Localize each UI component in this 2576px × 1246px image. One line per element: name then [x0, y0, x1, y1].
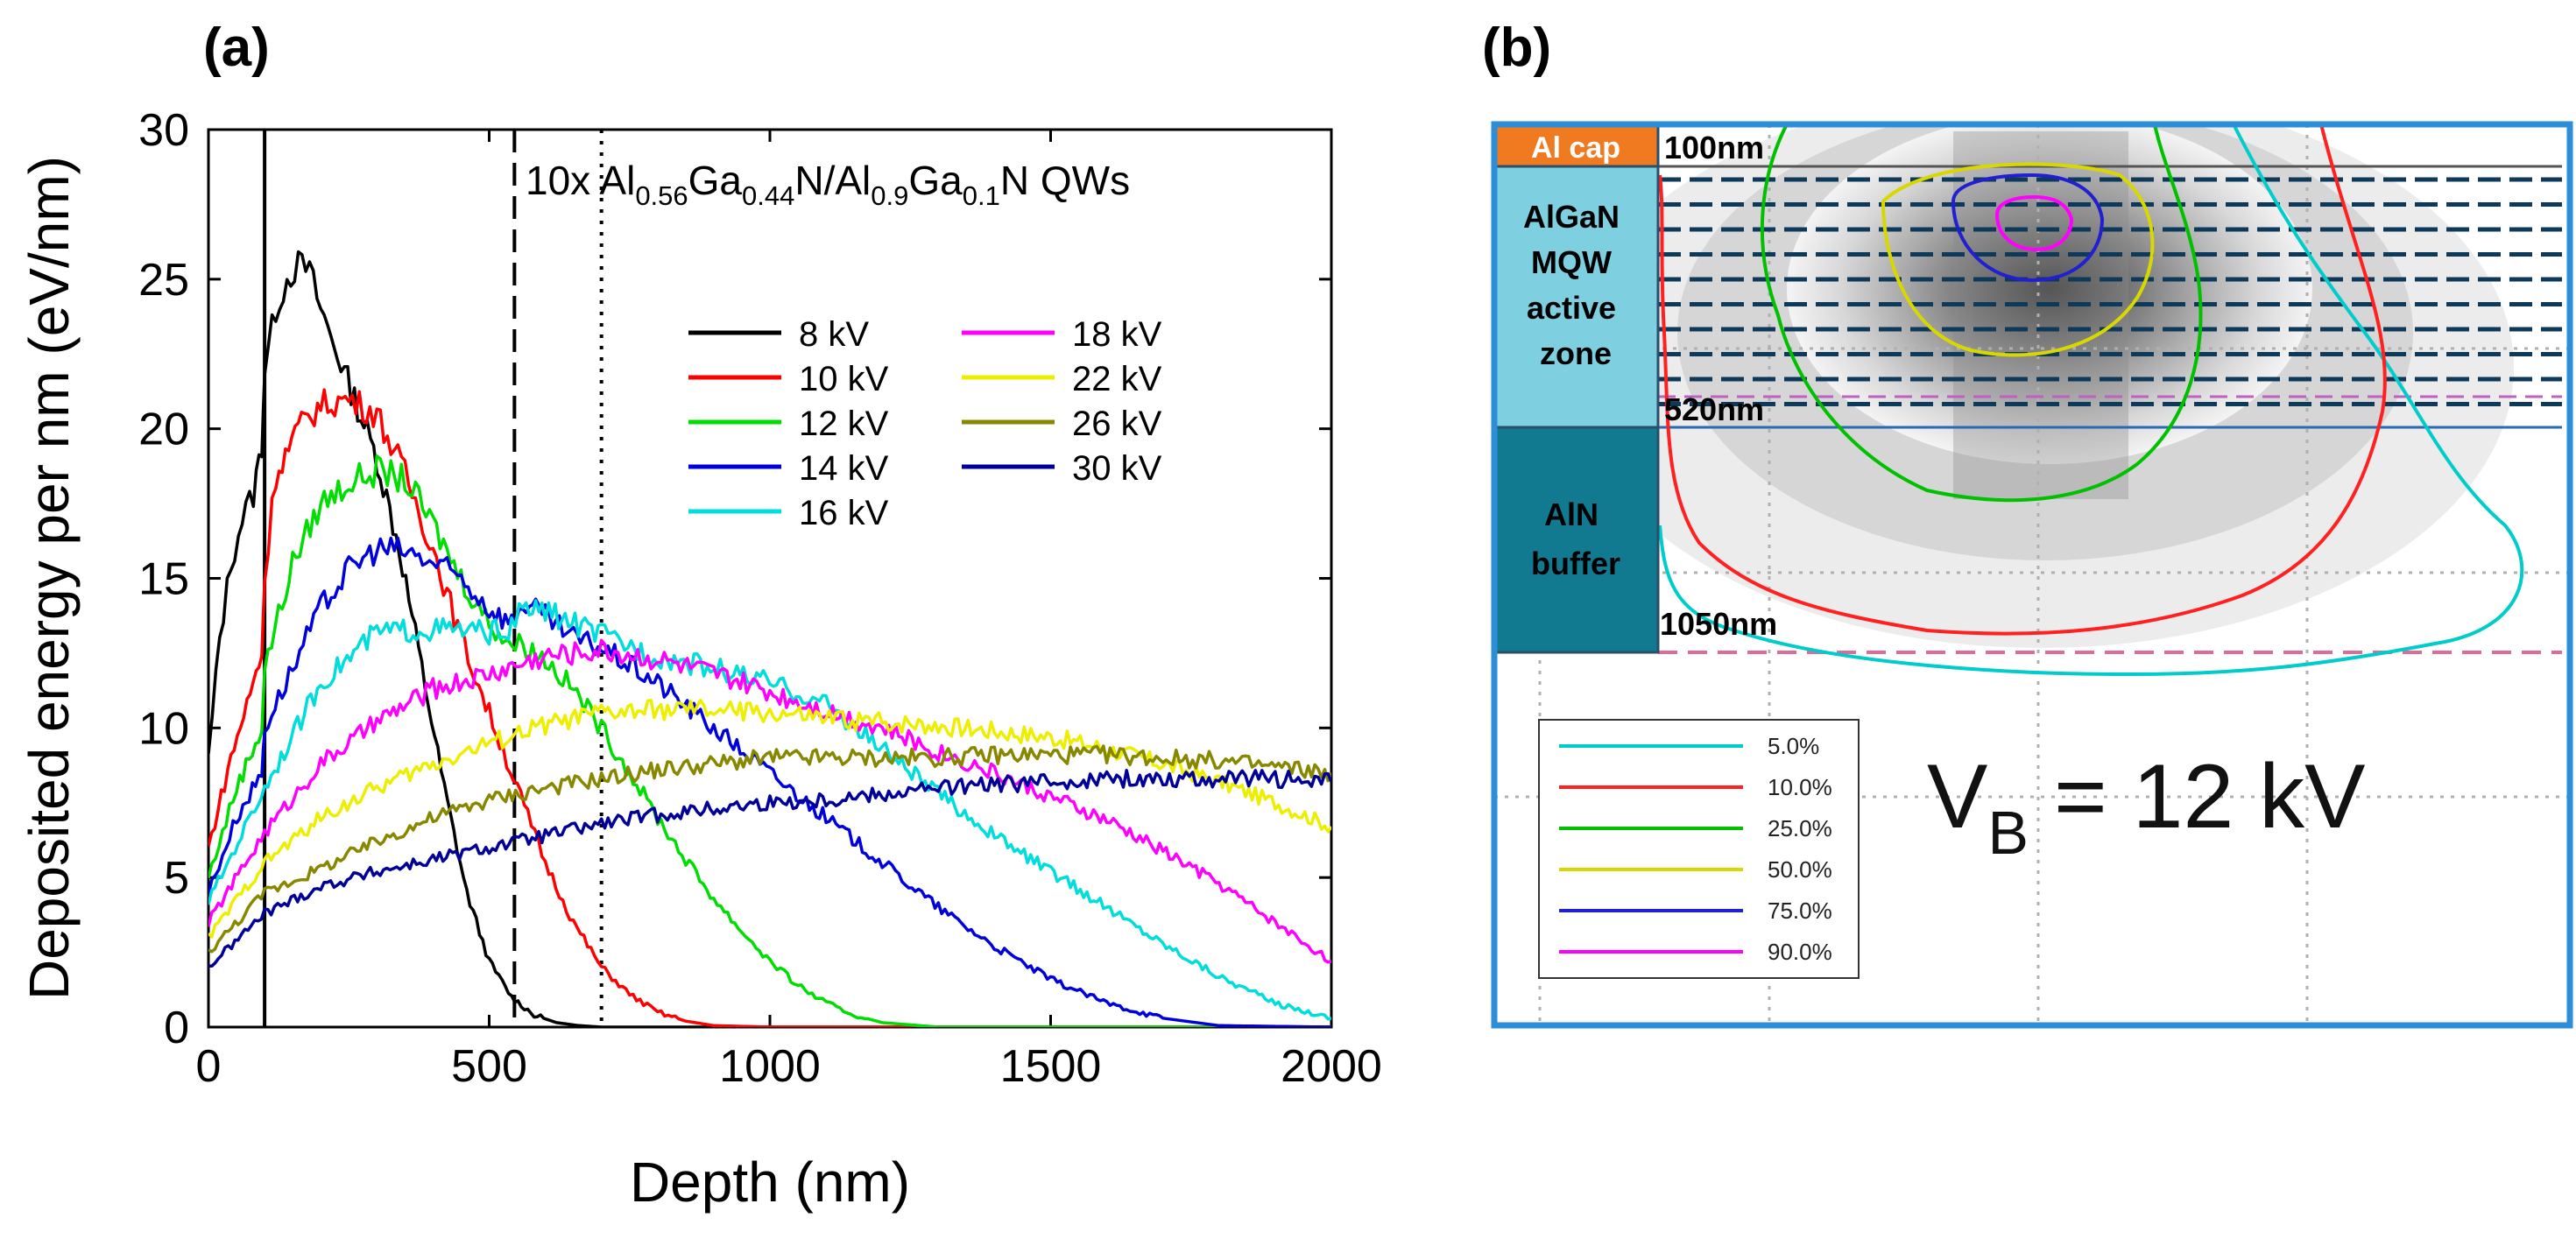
depth-label-520nm: 520nm: [1664, 391, 1764, 427]
y-tick-label: 20: [138, 405, 189, 455]
contour-legend-label: 75.0%: [1768, 898, 1832, 924]
x-tick-label: 2000: [1281, 1041, 1382, 1092]
layer-aln-label: AlN buffer: [1531, 496, 1620, 581]
y-tick-label: 5: [164, 853, 189, 904]
series-line-18-kv: [208, 638, 1331, 964]
depth-label-1050nm: 1050nm: [1660, 606, 1777, 642]
voltage-annotation: VB = 12 kV: [1927, 746, 2366, 867]
series-line-22-kv: [208, 699, 1331, 939]
layer-al-cap-label: Al cap: [1531, 131, 1620, 165]
y-tick-label: 30: [138, 105, 189, 156]
layer-boundaries: [263, 130, 603, 1027]
contour-50pct: [1881, 162, 2155, 357]
legend-label: 14 kV: [799, 449, 889, 488]
contour-legend: 5.0% 10.0% 25.0% 50.0% 75.0% 90.0%: [1559, 733, 1832, 965]
series-line-10-kv: [208, 388, 1331, 1027]
depth-label-100nm: 100nm: [1664, 130, 1764, 165]
y-tick-label: 0: [164, 1003, 189, 1053]
contour-lines: [1658, 124, 2524, 677]
series-line-8-kv: [208, 250, 1331, 1027]
legend-label: 22 kV: [1072, 360, 1162, 398]
contour-90pct: [1994, 194, 2074, 252]
series-line-16-kv: [208, 599, 1331, 1021]
legend: 8 kV 10 kV 12 kV 14 kV 16 kV 18 kV 22 kV 26 kV 3…: [688, 315, 1162, 532]
panel-a: (a) 0 500 1000 1500 2000 0 5 10 15 20 25 30 10x Al0…: [18, 18, 1382, 1214]
y-axis-label: Deposited energy per nm (eV/nm): [18, 156, 81, 1000]
legend-label: 16 kV: [799, 494, 889, 532]
panel-b: (b): [1482, 18, 2573, 1029]
legend-label: 10 kV: [799, 360, 889, 398]
cloud-column: [1953, 131, 2128, 499]
contour-legend-box: [1538, 719, 1860, 979]
series-line-12-kv: [208, 454, 1331, 1027]
x-tick-label: 1000: [719, 1041, 821, 1092]
legend-label: 12 kV: [799, 405, 889, 443]
energy-cloud: [1568, 124, 2514, 648]
x-axis-label: Depth (nm): [630, 1151, 910, 1214]
contour-25pct: [1760, 124, 2203, 503]
layer-algan-mqw: [1493, 165, 1660, 429]
y-tick-label: 10: [138, 703, 189, 754]
legend-label: 30 kV: [1072, 449, 1162, 488]
series-line-30-kv: [208, 769, 1331, 968]
legend-label: 8 kV: [799, 315, 869, 354]
panel-b-label: (b): [1482, 18, 1551, 78]
series-line-26-kv: [208, 744, 1331, 954]
legend-label: 26 kV: [1072, 405, 1162, 443]
contour-10pct: [1658, 124, 2387, 636]
x-tick-label: 500: [451, 1041, 527, 1092]
quantum-well-lines: [1658, 177, 2562, 406]
plot-a-title: 10x Al0.56Ga0.44N/Al0.9Ga0.1N QWs: [526, 158, 1130, 211]
contour-legend-label: 10.0%: [1768, 774, 1832, 800]
layer-stack: Al cap AlGaN MQW active zone AlN buffer …: [1493, 123, 1777, 654]
contour-legend-label: 25.0%: [1768, 815, 1832, 841]
x-tick-label: 0: [196, 1041, 222, 1092]
legend-label: 18 kV: [1072, 315, 1162, 354]
y-tick-label: 25: [138, 255, 189, 306]
contour-5pct: [1658, 124, 2524, 677]
layer-algan-label: AlGaN MQW active zone: [1523, 199, 1628, 371]
series-line-14-kv: [208, 536, 1331, 1027]
contour-legend-label: 50.0%: [1768, 856, 1832, 883]
contour-legend-label: 90.0%: [1768, 939, 1832, 965]
contour-legend-label: 5.0%: [1768, 733, 1819, 759]
x-tick-label: 1500: [1000, 1041, 1102, 1092]
panel-a-label: (a): [203, 18, 270, 78]
panel-b-frame: [1491, 121, 2573, 1029]
y-axis-ticks: 0 500 1000 1500 2000 0 5 10 15 20 25 30: [138, 105, 1382, 1092]
plot-a-frame: [207, 128, 1333, 1029]
contour-75pct: [1951, 172, 2105, 283]
layer-aln-buffer: [1493, 426, 1660, 654]
y-tick-label: 15: [138, 554, 189, 605]
energy-curves: [208, 250, 1331, 1027]
